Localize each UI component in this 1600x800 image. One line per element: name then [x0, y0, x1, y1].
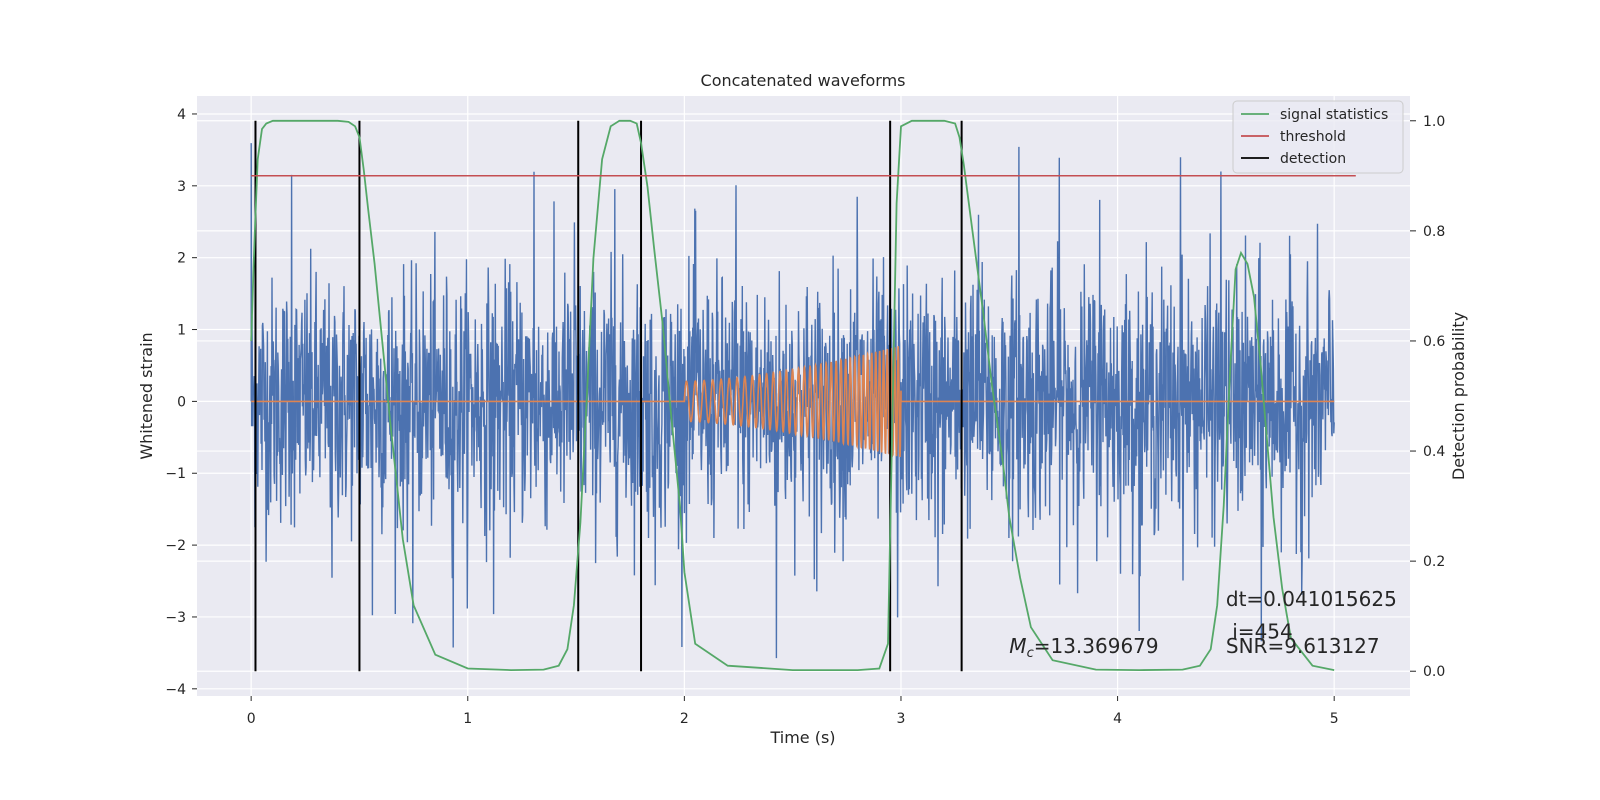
y2-tick-label: 1.0 — [1423, 114, 1445, 130]
y2-tick-label: 0.8 — [1423, 224, 1445, 240]
y-tick-label: 2 — [177, 251, 186, 267]
x-axis-label: Time (s) — [769, 728, 835, 747]
y2-axis-label: Detection probability — [1449, 312, 1468, 480]
y2-tick-label: 0.6 — [1423, 334, 1445, 350]
chirp-mass-subscript: c — [1027, 646, 1034, 661]
x-tick-label: 4 — [1113, 711, 1122, 727]
annotations: Mc=13.369679 dt=0.041015625 i=454 SNR=9.… — [1009, 587, 1397, 661]
chirp-mass-symbol: M — [1009, 634, 1026, 658]
legend-label-threshold: threshold — [1280, 129, 1346, 145]
y-tick-label: −1 — [165, 466, 186, 482]
y-tick-label: 1 — [177, 323, 186, 339]
y-tick-label: −4 — [165, 682, 186, 698]
x-tick-label: 5 — [1330, 711, 1339, 727]
plot-area — [250, 119, 1356, 672]
x-tick-label: 2 — [680, 711, 689, 727]
y-tick-label: −2 — [165, 538, 186, 554]
x-tick-label: 3 — [897, 711, 906, 727]
y-tick-label: −3 — [165, 610, 186, 626]
y-tick-label: 0 — [177, 394, 186, 410]
x-axis-ticks: 0 1 2 3 4 5 — [247, 696, 1339, 727]
legend-label-signal-statistics: signal statistics — [1280, 107, 1388, 123]
y2-tick-label: 0.4 — [1423, 444, 1445, 460]
signal-statistics-series — [250, 119, 1335, 672]
index-annotation: i=454 — [1226, 620, 1293, 644]
y-axis-ticks: −4 −3 −2 −1 0 1 2 3 4 — [165, 107, 197, 698]
x-tick-label: 1 — [463, 711, 472, 727]
dt-annotation: dt=0.041015625 — [1226, 587, 1397, 611]
x-tick-label: 0 — [247, 711, 256, 727]
y2-axis-ticks: 0.0 0.2 0.4 0.6 0.8 1.0 — [1410, 114, 1445, 680]
legend-label-detection: detection — [1280, 151, 1346, 167]
legend-box — [1232, 100, 1404, 174]
y-tick-label: 4 — [177, 107, 186, 123]
legend: signal statistics threshold detection — [1232, 100, 1404, 174]
y2-tick-label: 0.0 — [1423, 664, 1445, 680]
snr-annotation: SNR=9.613127 — [1226, 634, 1380, 658]
y2-tick-label: 0.2 — [1423, 554, 1445, 570]
template-waveform-series — [251, 346, 1335, 458]
y-axis-label: Whitened strain — [137, 332, 156, 459]
chirp-mass-annotation: Mc=13.369679 — [1009, 634, 1158, 661]
whitened-strain-series — [250, 143, 1335, 659]
chart-title: Concatenated waveforms — [701, 71, 906, 90]
chirp-mass-value: =13.369679 — [1034, 634, 1159, 658]
y-tick-label: 3 — [177, 179, 186, 195]
